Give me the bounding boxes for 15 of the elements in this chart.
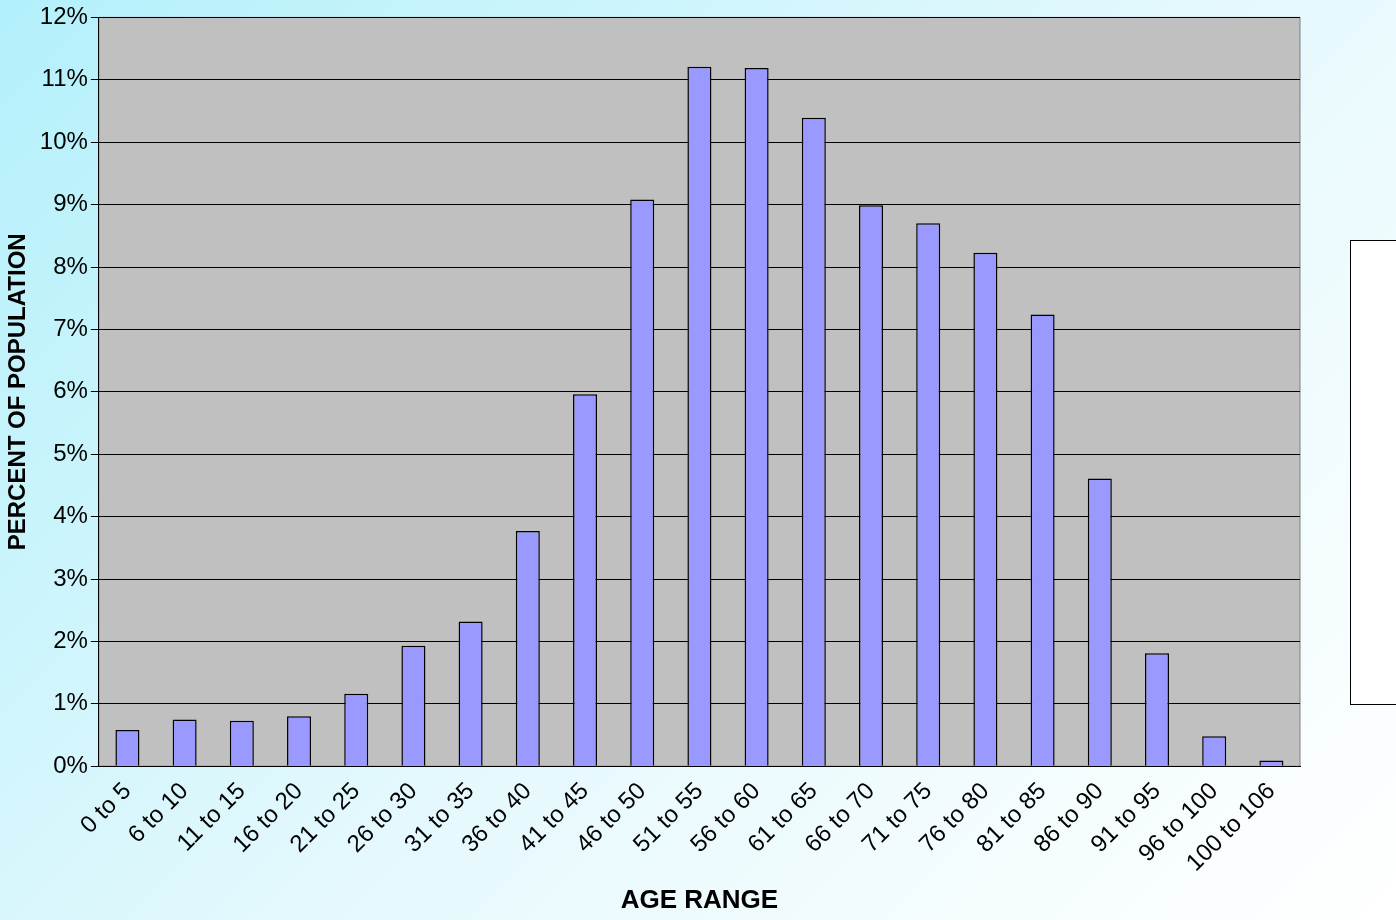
y-tick-label: 5% xyxy=(53,438,88,466)
y-tick-label: 12% xyxy=(39,2,88,30)
y-tick-label: 11% xyxy=(41,64,88,92)
y-tick-label: 8% xyxy=(53,251,88,279)
y-tick-label: 7% xyxy=(53,314,88,342)
y-tick-label: 4% xyxy=(53,501,88,529)
y-tick-label: 1% xyxy=(53,688,88,716)
y-tick-label: 3% xyxy=(53,563,88,591)
y-tick-label: 9% xyxy=(53,189,88,217)
y-tick-label: 6% xyxy=(53,376,88,404)
x-axis-title: AGE RANGE xyxy=(620,883,779,914)
y-tick-label: 10% xyxy=(39,126,88,154)
y-tick-label: 0% xyxy=(53,750,88,778)
y-tick-label: 2% xyxy=(53,626,88,654)
y-axis-title: PERCENT OF POPULATION xyxy=(3,233,31,551)
